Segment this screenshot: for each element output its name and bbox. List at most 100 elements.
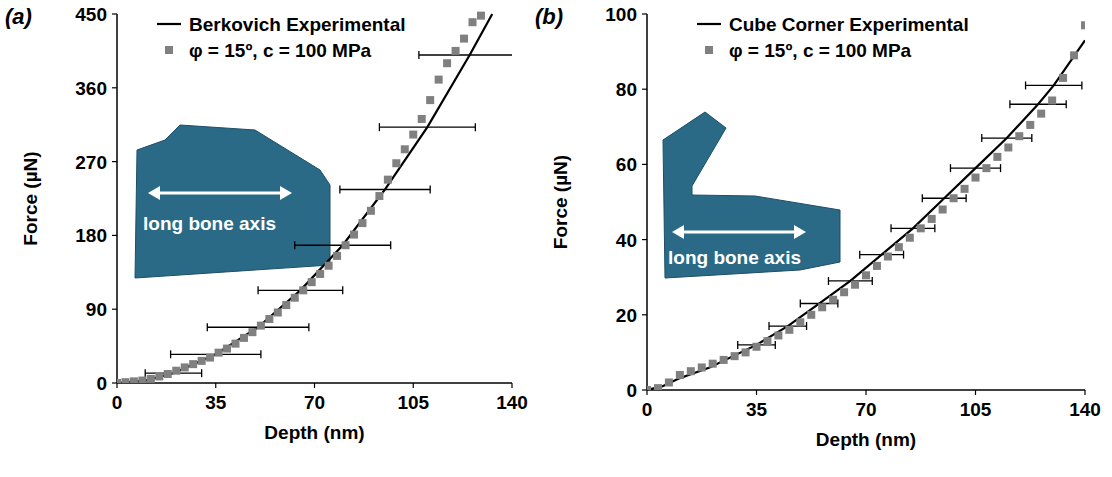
inset: long bone axis: [135, 125, 330, 278]
bone-sample: [663, 112, 840, 278]
sim-point: [950, 194, 958, 202]
error-bar: [1026, 81, 1082, 89]
sim-point: [477, 12, 485, 20]
annotation: long bone axis: [668, 247, 801, 268]
y-axis-title: Force (µN): [550, 155, 571, 249]
sim-point: [1004, 143, 1012, 151]
plot-data: [647, 21, 1085, 390]
error-bar-cap: [768, 322, 769, 330]
sim-point: [796, 318, 804, 326]
sim-point: [274, 308, 282, 316]
sim-point: [198, 357, 206, 365]
sim-point: [223, 345, 231, 353]
error-bar: [982, 134, 1032, 142]
y-axis-title: Force (µN): [20, 151, 41, 245]
inset: long bone axis: [663, 112, 840, 278]
sim-point: [316, 270, 324, 278]
error-bar-cap: [872, 277, 873, 285]
y-tick: [642, 314, 647, 315]
error-bar-cap: [922, 194, 923, 202]
y-tick-label: 40: [616, 230, 637, 251]
x-tick: [116, 383, 117, 388]
y-tick: [642, 389, 647, 390]
sim-point: [452, 47, 460, 55]
sim-point: [1059, 74, 1067, 82]
y-axis: [116, 14, 118, 383]
error-bar-cap: [950, 164, 951, 172]
error-bar-cap: [430, 185, 431, 193]
sim-point: [917, 224, 925, 232]
x-tick-label: 0: [112, 392, 123, 413]
sim-point: [333, 252, 341, 260]
sim-point: [709, 360, 717, 368]
legend: Cube Corner Experimentalφ = 15º, c = 100…: [697, 14, 969, 61]
sim-point: [409, 131, 417, 139]
error-bar-cap: [342, 286, 343, 294]
y-tick: [112, 235, 117, 236]
y-tick: [112, 87, 117, 88]
x-tick-label: 105: [960, 399, 992, 420]
sim-point: [1037, 110, 1045, 118]
legend-swatch: [165, 46, 173, 54]
annotation: long bone axis: [143, 213, 276, 234]
error-bar: [258, 286, 343, 294]
error-bar-cap: [260, 350, 261, 358]
arrow-head: [672, 225, 684, 239]
error-bar-cap: [207, 323, 208, 331]
sim-point: [367, 207, 375, 215]
error-bar-cap: [1009, 100, 1010, 108]
sim-point: [469, 18, 477, 26]
x-tick-label: 140: [1069, 399, 1101, 420]
sim-point: [1081, 21, 1085, 29]
legend-label: φ = 15º, c = 100 MPa: [729, 40, 912, 61]
error-bar-cap: [806, 322, 807, 330]
sim-point: [181, 363, 189, 371]
error-bar-line: [891, 228, 935, 229]
x-tick: [975, 390, 976, 395]
error-bar: [340, 185, 430, 193]
x-tick: [314, 383, 315, 388]
error-bar-cap: [145, 369, 146, 377]
bone-sample: [135, 125, 330, 278]
sim-point: [939, 206, 947, 214]
sim-point: [282, 301, 290, 309]
sim-point: [1048, 96, 1056, 104]
error-bar-line: [1026, 85, 1082, 86]
x-tick: [756, 390, 757, 395]
error-bar-cap: [828, 277, 829, 285]
sim-point: [687, 367, 695, 375]
error-bar: [860, 251, 904, 259]
error-bar-cap: [1031, 134, 1032, 142]
sim-point: [325, 262, 333, 270]
y-tick: [112, 13, 117, 14]
sim-point: [928, 215, 936, 223]
sim-point: [676, 371, 684, 379]
sim-point: [299, 286, 307, 294]
sim-point: [460, 35, 468, 43]
y-tick: [642, 89, 647, 90]
panel: (a)long bone axis03570105140090180270360…: [5, 4, 528, 443]
error-bar-cap: [1000, 164, 1001, 172]
error-bar-cap: [1025, 81, 1026, 89]
error-bar-line: [922, 198, 966, 199]
x-tick: [646, 390, 647, 395]
sim-point: [731, 352, 739, 360]
sim-point: [1026, 121, 1034, 129]
y-tick: [642, 13, 647, 14]
axis-arrow: [156, 192, 284, 195]
y-tick-label: 100: [605, 4, 637, 25]
sim-point: [232, 340, 240, 348]
y-tick: [642, 164, 647, 165]
x-tick-label: 70: [304, 392, 325, 413]
sim-point: [240, 334, 248, 342]
sim-point: [443, 59, 451, 67]
legend-swatch: [705, 46, 713, 54]
error-bar-cap: [390, 241, 391, 249]
panel-label: (b): [535, 4, 563, 29]
y-tick-label: 0: [626, 380, 637, 401]
sim-point: [753, 343, 761, 351]
error-bar-line: [860, 254, 904, 255]
y-tick: [112, 309, 117, 310]
error-bar-cap: [294, 241, 295, 249]
x-axis-title: Depth (nm): [816, 429, 916, 450]
